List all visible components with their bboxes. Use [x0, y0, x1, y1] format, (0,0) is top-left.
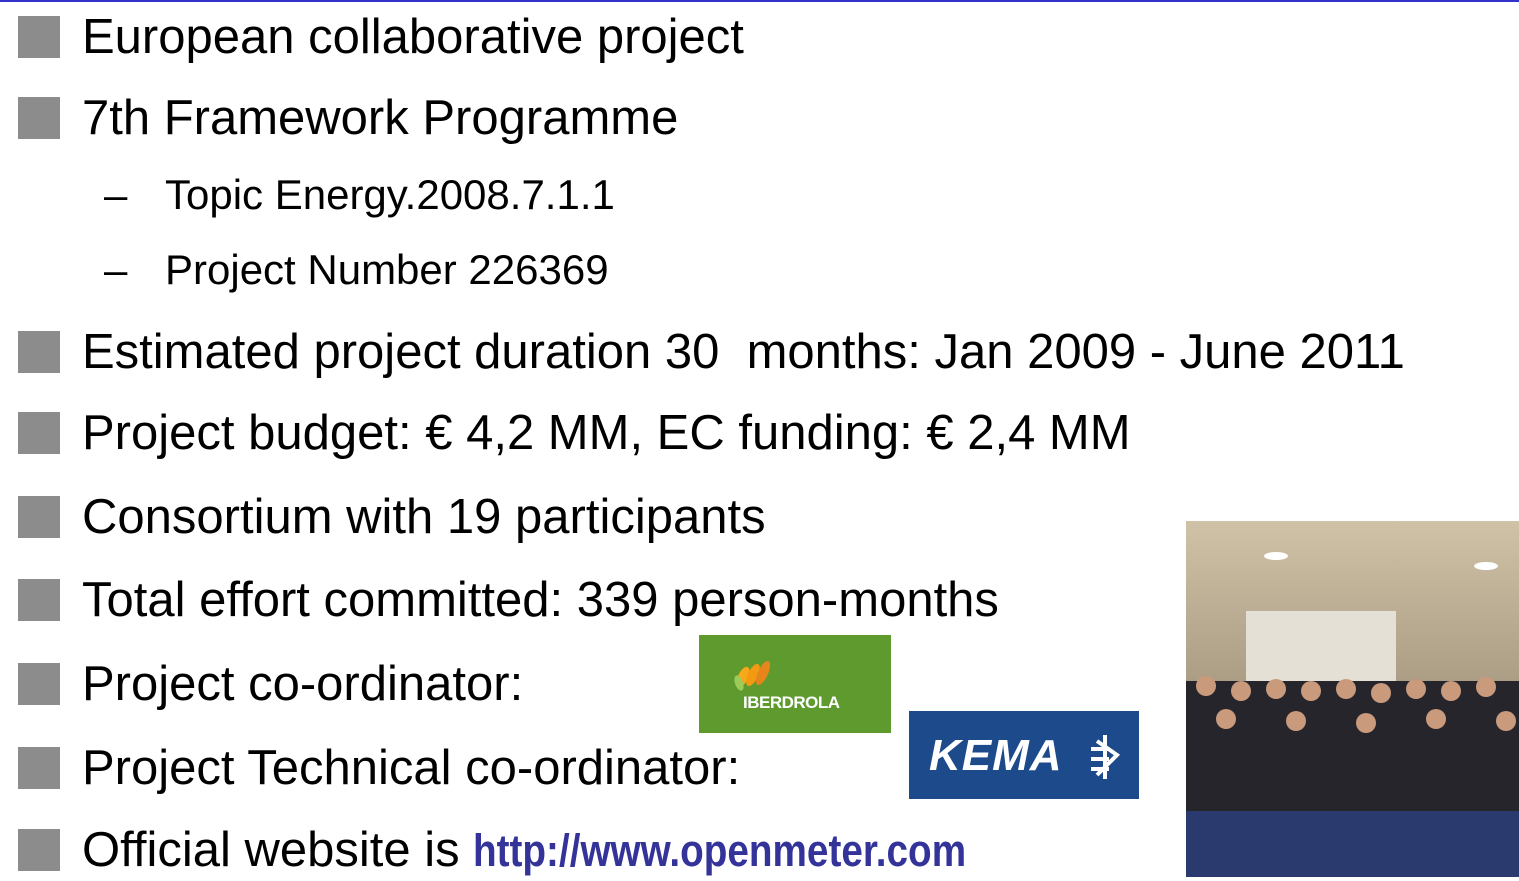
bullet-text: 7th Framework Programme: [82, 88, 678, 148]
slide: {"items": [ {"text": "European collabora…: [0, 0, 1519, 877]
bullet-text: Estimated project duration 30 months: Ja…: [82, 322, 1405, 382]
bullet-text: Project Technical co-ordinator:: [82, 738, 740, 798]
sub-bullet-text: Topic Energy.2008.7.1.1: [165, 165, 615, 225]
bullet-square: [18, 97, 60, 139]
group-photo: [1186, 521, 1519, 877]
logo-leaves: [729, 653, 789, 693]
iberdrola-logo: IBERDROLA: [699, 635, 891, 733]
bullet-text: Project budget: € 4,2 MM, EC funding: € …: [82, 403, 1131, 463]
bullet-square: [18, 412, 60, 454]
sub-bullet: –Topic Energy.2008.7.1.1: [0, 165, 1519, 225]
kema-logo: KEMA: [909, 711, 1139, 799]
top-rule: [0, 0, 1519, 2]
website-link[interactable]: http://www.openmeter.com: [473, 821, 966, 881]
bullet-text: Project co-ordinator:: [82, 654, 523, 714]
bullet-square: [18, 331, 60, 373]
bullet-text: Official website is http://www.openmeter…: [82, 820, 1047, 881]
bullet-square: [18, 663, 60, 705]
bullet-text: Official website is: [82, 823, 473, 877]
bullet-text: Consortium with 19 participants: [82, 487, 766, 547]
bullet-square: [18, 496, 60, 538]
bullet-text: Total effort committed: 339 person-month…: [82, 570, 999, 630]
bullet-square: [18, 829, 60, 871]
logo-text: KEMA: [929, 731, 1063, 781]
bullet: 7th Framework Programme: [0, 88, 1519, 148]
sub-bullet: –Project Number 226369: [0, 240, 1519, 300]
logo-symbol: [1087, 731, 1127, 781]
bullet-square: [18, 16, 60, 58]
bullet: Project budget: € 4,2 MM, EC funding: € …: [0, 403, 1519, 463]
bullet-square: [18, 747, 60, 789]
bullet-text: European collaborative project: [82, 7, 744, 67]
bullet-square: [18, 579, 60, 621]
bullet: European collaborative project: [0, 7, 1519, 67]
logo-text: IBERDROLA: [743, 693, 840, 713]
sub-bullet-text: Project Number 226369: [165, 240, 609, 300]
dash: –: [104, 240, 127, 300]
bullet: Estimated project duration 30 months: Ja…: [0, 322, 1519, 382]
dash: –: [104, 165, 127, 225]
